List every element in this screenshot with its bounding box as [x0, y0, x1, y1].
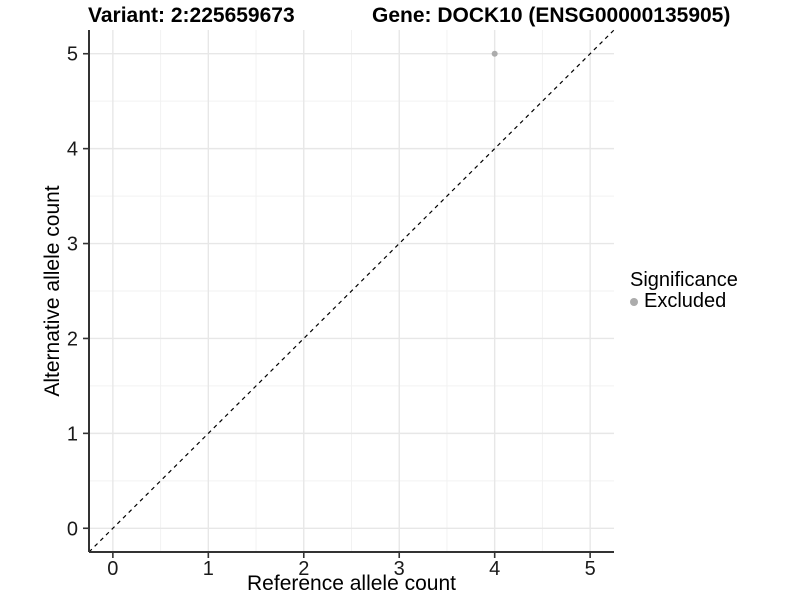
y-tick-label: 4: [67, 139, 78, 161]
variant-title: Variant: 2:225659673: [88, 4, 295, 27]
y-tick-label: 5: [67, 44, 78, 66]
x-tick-label: 4: [489, 558, 500, 580]
x-tick-label: 0: [107, 558, 118, 580]
y-tick-label: 0: [67, 518, 78, 540]
y-tick-label: 1: [67, 423, 78, 445]
legend-item-excluded: Excluded: [630, 290, 738, 312]
x-tick-label: 2: [298, 558, 309, 580]
y-tick-label: 2: [67, 328, 78, 350]
excluded-point-swatch: [630, 297, 638, 306]
x-tick-label: 3: [394, 558, 405, 580]
legend: Significance Excluded: [630, 270, 738, 312]
x-tick-label: 1: [203, 558, 214, 580]
x-tick-label: 5: [585, 558, 596, 580]
legend-item-label: Excluded: [644, 290, 727, 312]
y-axis-title: Alternative allele count: [41, 185, 64, 397]
legend-title: Significance: [630, 269, 738, 291]
gene-title: Gene: DOCK10 (ENSG00000135905): [372, 4, 731, 27]
identity-line: [88, 29, 615, 553]
x-axis-title: Reference allele count: [247, 572, 456, 595]
y-tick-label: 3: [67, 234, 78, 256]
data-point: [491, 50, 498, 57]
